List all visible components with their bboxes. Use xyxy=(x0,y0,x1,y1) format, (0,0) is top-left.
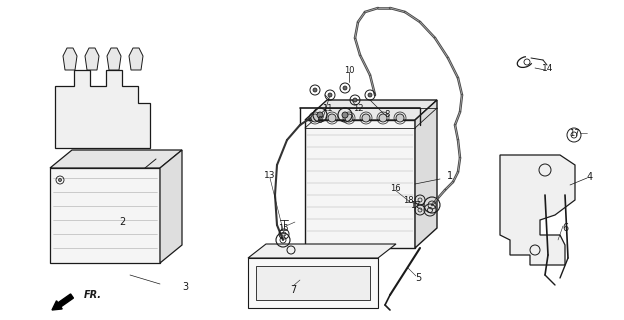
Circle shape xyxy=(328,93,332,97)
Text: 2: 2 xyxy=(119,217,125,227)
Text: 8: 8 xyxy=(384,109,389,118)
Polygon shape xyxy=(500,155,575,265)
Text: 6: 6 xyxy=(562,223,568,233)
Polygon shape xyxy=(107,48,121,70)
Circle shape xyxy=(343,86,347,90)
Circle shape xyxy=(59,179,62,181)
Polygon shape xyxy=(305,100,437,120)
Polygon shape xyxy=(305,120,415,248)
Polygon shape xyxy=(248,258,378,308)
Text: 3: 3 xyxy=(182,282,188,292)
Circle shape xyxy=(342,112,348,118)
Text: 11: 11 xyxy=(322,103,332,113)
Circle shape xyxy=(328,114,336,122)
Text: 9: 9 xyxy=(318,116,323,124)
Text: 4: 4 xyxy=(587,172,593,182)
Text: FR.: FR. xyxy=(84,290,102,300)
Circle shape xyxy=(396,114,404,122)
Text: 10: 10 xyxy=(344,66,354,75)
Polygon shape xyxy=(50,168,160,263)
Polygon shape xyxy=(129,48,143,70)
Circle shape xyxy=(311,114,319,122)
Polygon shape xyxy=(160,150,182,263)
Polygon shape xyxy=(50,150,182,168)
Text: 5: 5 xyxy=(415,273,421,283)
Text: 12: 12 xyxy=(353,103,363,113)
Text: 1: 1 xyxy=(447,171,453,181)
Text: 16: 16 xyxy=(389,183,401,193)
Circle shape xyxy=(313,88,317,92)
Text: 14: 14 xyxy=(542,63,553,73)
Circle shape xyxy=(379,114,387,122)
Circle shape xyxy=(317,112,323,118)
Text: 17: 17 xyxy=(410,201,421,210)
Polygon shape xyxy=(248,244,396,258)
Polygon shape xyxy=(63,48,77,70)
Text: 13: 13 xyxy=(264,171,276,180)
Text: 15: 15 xyxy=(278,223,288,233)
Text: 17: 17 xyxy=(568,129,579,138)
FancyArrow shape xyxy=(52,294,74,310)
Text: 18: 18 xyxy=(402,196,413,204)
Polygon shape xyxy=(256,266,370,300)
Polygon shape xyxy=(55,70,150,148)
Polygon shape xyxy=(85,48,99,70)
Circle shape xyxy=(345,114,353,122)
Text: 7: 7 xyxy=(290,285,296,295)
Polygon shape xyxy=(415,100,437,248)
Circle shape xyxy=(362,114,370,122)
Circle shape xyxy=(353,98,357,102)
Circle shape xyxy=(368,93,372,97)
